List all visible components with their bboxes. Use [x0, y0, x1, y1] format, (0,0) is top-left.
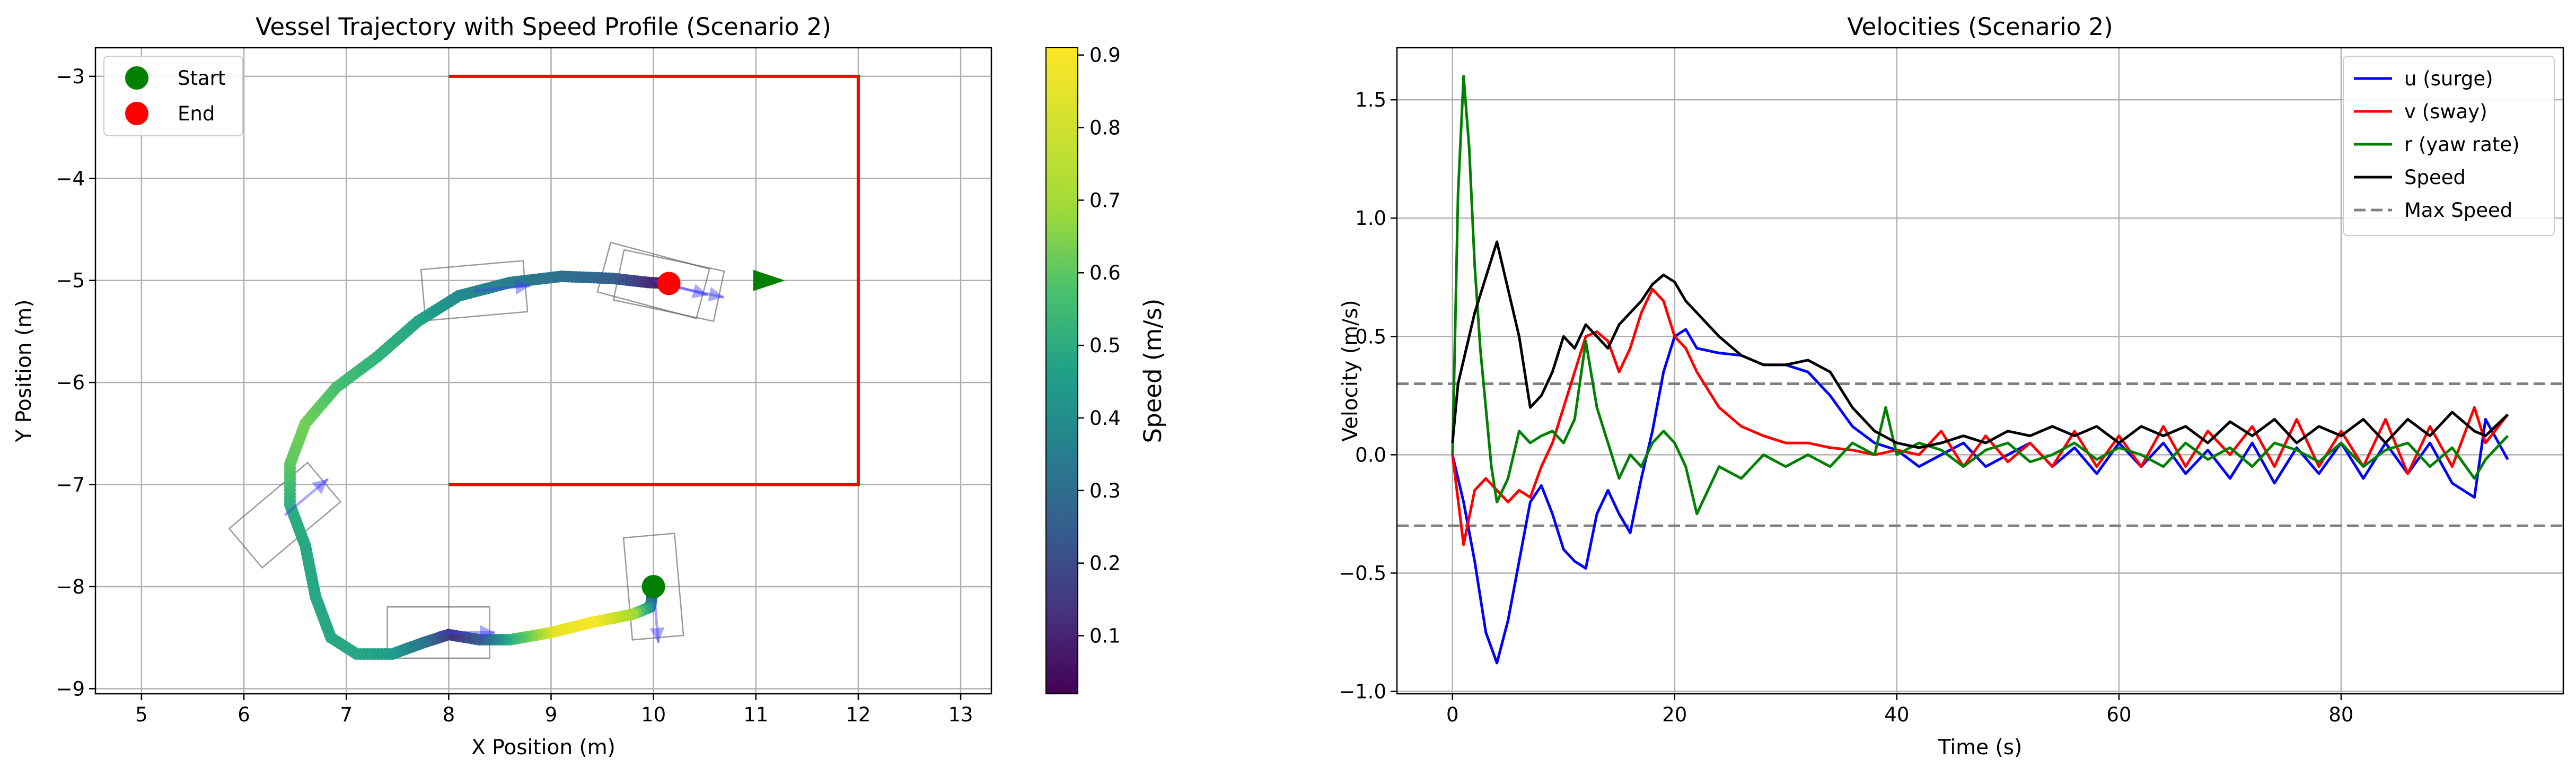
x-tick-label: 9 — [545, 703, 558, 726]
x-tick-label: 60 — [2106, 703, 2131, 726]
trajectory-panel: Vessel Trajectory with Speed Profile (Sc… — [12, 13, 992, 760]
y-tick-label: 0.5 — [1355, 325, 1386, 348]
heading-arrow-head — [480, 625, 495, 640]
heading-arrow-shaft — [284, 478, 329, 517]
velocities-x-ticks: 0 20 40 60 80 — [1446, 694, 2353, 726]
speed-colorbar: 0.1 0.2 0.3 0.4 0.5 0.6 0.7 0.8 0.9 Speed (m/s) — [1045, 44, 1167, 694]
y-tick-label: −5 — [56, 269, 85, 292]
trajectory-x-label: X Position (m) — [471, 736, 616, 760]
x-tick-label: 8 — [443, 703, 455, 726]
x-tick-label: 40 — [1884, 703, 1909, 726]
legend-label: u (surge) — [2404, 67, 2493, 90]
velocity-series — [1451, 75, 2509, 665]
x-tick-label: 5 — [135, 703, 148, 726]
trajectory-points — [284, 271, 672, 660]
velocities-legend-entries: u (surge) v (sway) r (yaw rate) Speed Max Sp… — [2354, 67, 2520, 222]
velocities-legend: u (surge) v (sway) r (yaw rate) Speed Max Sp… — [2343, 56, 2555, 236]
goal-arrow-icon — [753, 269, 785, 291]
heading-arrow-head — [649, 627, 665, 643]
velocities-axes-frame — [1396, 47, 2564, 695]
velocities-title: Velocities (Scenario 2) — [1847, 13, 2113, 41]
heading-arrow-shaft — [474, 284, 531, 292]
vessel-outline — [622, 533, 684, 641]
x-tick-label: 20 — [1662, 703, 1687, 726]
colorbar-label: Speed (m/s) — [1139, 299, 1167, 443]
trajectory-x-ticks: 5 6 7 8 9 10 11 12 13 — [135, 694, 973, 726]
velocities-x-label: Time (s) — [1938, 736, 2023, 760]
heading-arrow-head — [708, 286, 724, 302]
colorbar-tick-label: 0.2 — [1089, 552, 1121, 575]
trajectory-legend: Start End — [103, 56, 243, 136]
colorbar-ticks: 0.1 0.2 0.3 0.4 0.5 0.6 0.7 0.8 0.9 — [1078, 44, 1121, 648]
trajectory-title: Vessel Trajectory with Speed Profile (Sc… — [256, 13, 831, 41]
y-tick-label: −7 — [56, 474, 85, 496]
y-tick-label: −3 — [56, 65, 85, 88]
colorbar-gradient — [1045, 47, 1078, 694]
x-tick-label: 10 — [641, 703, 666, 726]
series-line-speed — [1451, 240, 2509, 449]
colorbar-tick-label: 0.5 — [1089, 334, 1121, 357]
vessel-outline — [386, 606, 490, 659]
legend-start-label: Start — [178, 67, 225, 90]
velocities-y-label: Velocity (m/s) — [1339, 300, 1362, 441]
series-line-r — [1451, 75, 2509, 516]
velocities-panel: Velocities (Scenario 2) 0 20 40 60 80 −1.0 −0… — [1339, 13, 2564, 760]
x-tick-label: 80 — [2328, 703, 2353, 726]
trajectory-axes-frame — [94, 47, 992, 695]
y-tick-label: 1.0 — [1355, 207, 1386, 230]
colorbar-tick-label: 0.3 — [1089, 479, 1121, 502]
y-tick-label: −9 — [56, 677, 85, 700]
colorbar-tick-label: 0.1 — [1089, 625, 1121, 648]
y-tick-label: 1.5 — [1355, 89, 1386, 111]
y-tick-label: −8 — [56, 576, 85, 598]
x-tick-label: 7 — [340, 703, 353, 726]
end-marker — [657, 272, 681, 295]
legend-label: r (yaw rate) — [2404, 133, 2520, 156]
x-tick-label: 0 — [1446, 703, 1459, 726]
velocities-y-ticks: −1.0 −0.5 0.0 0.5 1.0 1.5 — [1339, 89, 1397, 703]
colorbar-tick-label: 0.8 — [1089, 117, 1121, 139]
start-marker — [641, 574, 665, 598]
legend-label: v (sway) — [2404, 100, 2487, 123]
vessel-outline — [596, 241, 710, 319]
legend-label: Speed — [2404, 166, 2466, 189]
x-tick-label: 13 — [948, 703, 973, 726]
colorbar-tick-label: 0.9 — [1089, 44, 1121, 67]
x-tick-label: 11 — [743, 703, 768, 726]
heading-arrow-head — [515, 280, 531, 295]
y-tick-label: −4 — [56, 167, 85, 190]
colorbar-tick-label: 0.6 — [1089, 261, 1121, 284]
y-tick-label: −0.5 — [1339, 562, 1386, 585]
y-tick-label: −6 — [56, 371, 85, 394]
x-tick-label: 6 — [238, 703, 250, 726]
trajectory-y-label: Y Position (m) — [12, 300, 36, 443]
legend-end-marker — [125, 102, 148, 125]
colorbar-tick-label: 0.7 — [1089, 189, 1121, 212]
series-line-v — [1451, 287, 2509, 546]
x-tick-label: 12 — [846, 703, 871, 726]
velocities-gridlines — [1397, 48, 2563, 694]
y-tick-label: 0.0 — [1355, 443, 1386, 466]
trajectory-y-ticks: −9 −8 −7 −6 −5 −4 −3 — [56, 65, 95, 700]
colorbar-tick-label: 0.4 — [1089, 407, 1121, 430]
legend-end-label: End — [178, 102, 215, 125]
legend-label: Max Speed — [2404, 199, 2512, 222]
target-boundary — [449, 74, 860, 486]
y-tick-label: −1.0 — [1339, 681, 1386, 703]
heading-arrow-head — [312, 478, 328, 494]
heading-arrow-head — [691, 284, 708, 299]
legend-start-marker — [125, 66, 148, 90]
